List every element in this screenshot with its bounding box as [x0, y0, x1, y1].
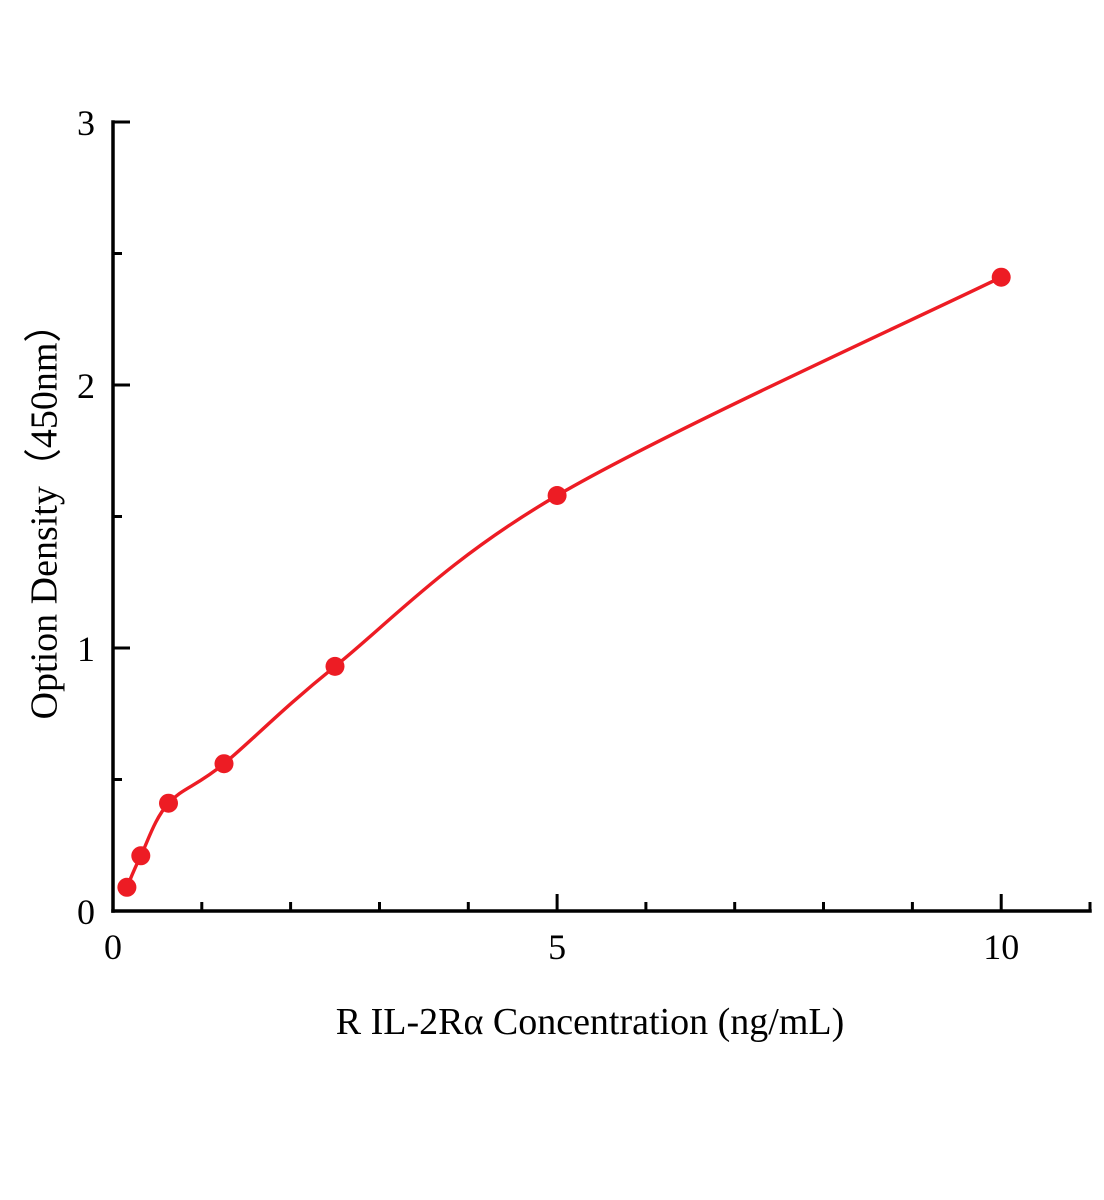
- y-tick-label: 0: [77, 892, 95, 932]
- data-point: [325, 656, 345, 676]
- y-tick-label: 2: [77, 366, 95, 406]
- x-tick-label: 10: [983, 927, 1019, 967]
- data-point: [547, 486, 567, 505]
- x-tick-label: 5: [548, 927, 566, 967]
- data-point: [991, 267, 1011, 287]
- data-point: [131, 846, 151, 866]
- y-axis-title: Option Density（450nm）: [23, 304, 66, 720]
- data-point: [214, 754, 234, 774]
- fit-curve: [125, 275, 1003, 889]
- x-axis-title: R IL-2Rα Concentration (ng/mL): [335, 1001, 845, 1043]
- data-point: [159, 793, 178, 813]
- y-tick-label: 1: [77, 629, 95, 669]
- data-point: [117, 877, 137, 897]
- x-tick-label: 0: [104, 927, 122, 967]
- y-tick-label: 3: [77, 103, 95, 143]
